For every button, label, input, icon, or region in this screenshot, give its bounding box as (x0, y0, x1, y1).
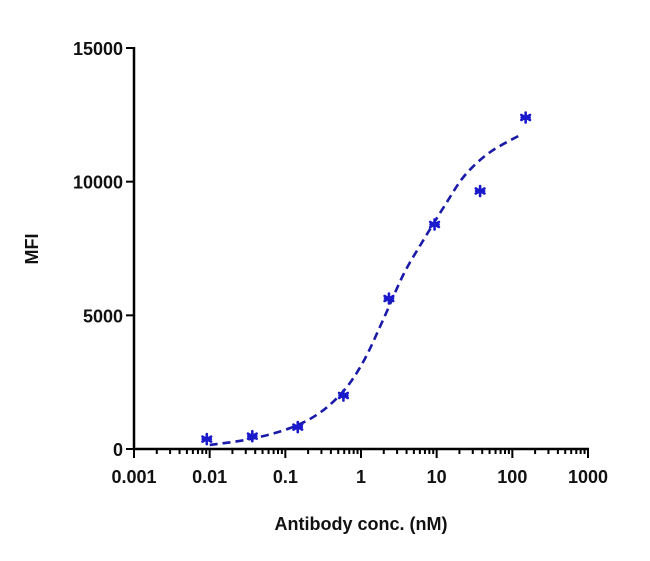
data-point (474, 184, 486, 198)
y-axis: 0 5000 10000 15000 (73, 39, 136, 460)
x-tick-label: 0.1 (273, 467, 298, 487)
x-tick-label: 10 (427, 467, 447, 487)
y-tick-label: 15000 (73, 39, 123, 59)
data-point (201, 432, 213, 446)
x-tick-label: 0.001 (111, 467, 156, 487)
data-point (383, 292, 395, 305)
data-point (520, 111, 532, 124)
data-point (246, 429, 258, 443)
data-points (201, 111, 532, 446)
y-tick-label: 0 (113, 440, 123, 460)
x-tick-label: 0.01 (192, 467, 227, 487)
x-axis-title: Antibody conc. (nM) (275, 514, 448, 534)
fit-curve (209, 133, 522, 447)
x-tick-label: 100 (497, 467, 527, 487)
data-point (337, 389, 350, 402)
x-axis: 0.001 0.01 0.1 1 10 100 1000 (111, 447, 608, 487)
y-tick-label: 10000 (73, 173, 123, 193)
y-axis-title: MFI (22, 234, 42, 265)
y-tick-label: 5000 (83, 306, 123, 326)
x-tick-label: 1 (356, 467, 366, 487)
data-point (428, 218, 441, 231)
x-tick-label: 1000 (568, 467, 608, 487)
data-point (292, 420, 304, 434)
